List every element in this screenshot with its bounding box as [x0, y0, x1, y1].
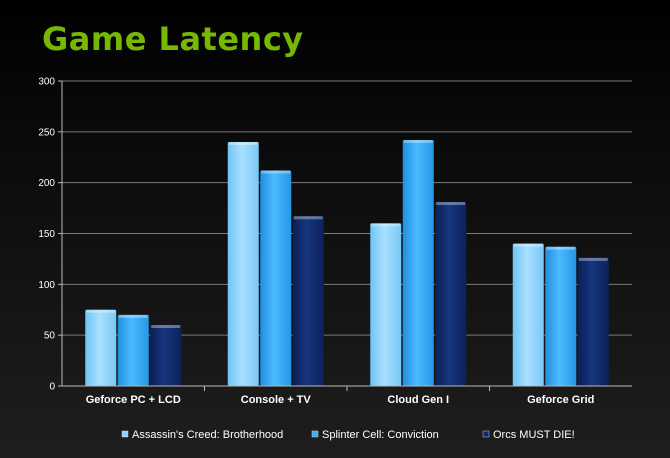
legend: Assassin's Creed: Brotherhood Splinter Ce…: [121, 429, 575, 441]
bar-highlight: [578, 257, 608, 261]
bar-1: [85, 309, 117, 386]
legend-label-1: Assassin's Creed: Brotherhood: [132, 429, 283, 441]
bar-2: [117, 314, 149, 386]
x-category-label: Console + TV: [241, 394, 312, 406]
bar-highlight: [513, 243, 543, 247]
y-tick-label: 150: [38, 229, 55, 240]
bar-3: [292, 216, 324, 386]
y-tick-label: 200: [38, 178, 55, 189]
legend-swatch-2: [311, 430, 319, 438]
y-tick-label: 250: [38, 127, 55, 138]
bar-highlight: [118, 314, 148, 318]
bar-highlight: [261, 170, 291, 174]
bar-3: [150, 325, 182, 386]
x-category-label: Cloud Gen I: [387, 394, 449, 406]
y-tick-label: 300: [38, 77, 55, 88]
y-tick-label: 100: [38, 280, 55, 291]
legend-swatch-1: [121, 430, 129, 438]
bar-3: [435, 201, 467, 386]
x-category-label: Geforce PC + LCD: [86, 394, 181, 406]
legend-label-3: Orcs MUST DIE!: [493, 429, 575, 441]
bar-1: [512, 243, 544, 386]
legend-label-2: Splinter Cell: Conviction: [322, 429, 439, 441]
bar-highlight: [436, 201, 466, 205]
y-tick-label: 50: [44, 331, 56, 342]
legend-swatch-3: [482, 430, 490, 438]
axes: 0 50 100 150 200 250 300 Geforce PC + LCD Consol…: [38, 77, 632, 406]
bar-highlight: [546, 246, 576, 250]
bar-highlight: [293, 216, 323, 220]
y-tick-label: 0: [49, 382, 55, 393]
page-title: Game Latency: [42, 20, 304, 58]
bar-1: [227, 142, 259, 386]
bar-highlight: [371, 223, 401, 227]
bars: [85, 139, 609, 386]
bar-1: [370, 223, 402, 386]
bar-highlight: [403, 139, 433, 143]
bar-2: [402, 139, 434, 386]
bar-3: [577, 257, 609, 386]
bar-highlight: [86, 309, 116, 313]
bar-highlight: [151, 325, 181, 328]
bar-highlight: [228, 142, 258, 145]
x-category-label: Geforce Grid: [527, 394, 594, 406]
bar-2: [260, 170, 292, 386]
bar-2: [545, 246, 577, 386]
